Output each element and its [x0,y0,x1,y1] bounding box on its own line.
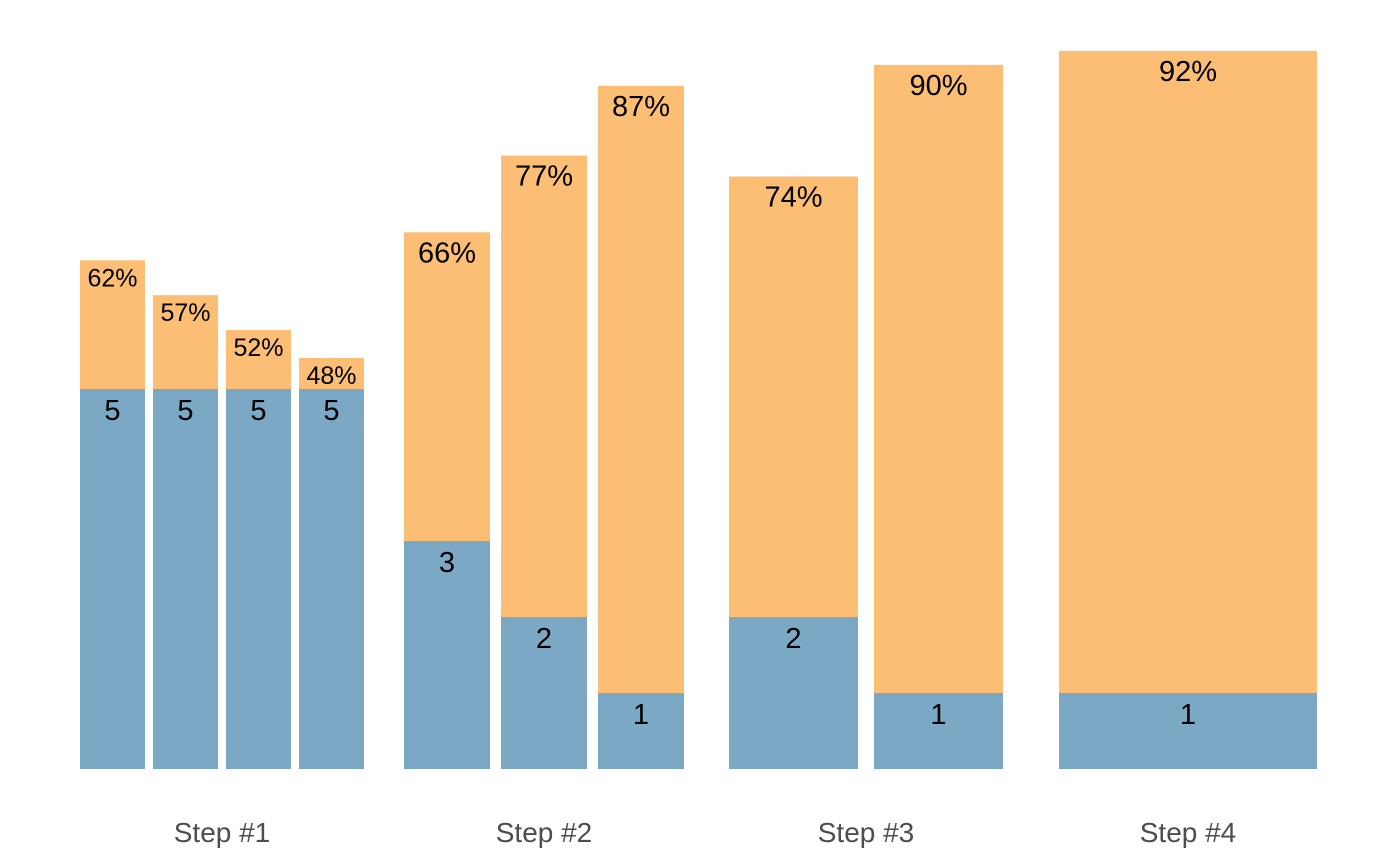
bar-group: 66% 3 77% 2 87% 1 Step #2 [404,85,684,848]
step-axis-label: Step #2 [496,817,593,848]
bar-percent-label: 74% [764,182,822,214]
bar-group: 62% 5 57% 5 52% 5 48% 5 Step #1 [80,260,364,848]
bar-percent-label: 87% [612,91,670,123]
bar-count-segment [1059,693,1317,769]
bar-count-segment [874,693,1003,769]
bar-percent-segment [80,260,145,389]
bar-count-segment [598,693,684,769]
bar-count-label: 2 [536,623,552,655]
step-axis-label: Step #4 [1140,817,1237,848]
bar-percent-label: 48% [306,362,356,390]
bar-percent-segment [226,330,291,389]
bar-count-label: 5 [323,395,339,427]
bar-count-segment [501,617,587,769]
bar-percent-segment [299,358,364,389]
bar-percent-label: 62% [87,264,137,292]
bar-count-segment [404,541,490,769]
step-axis-label: Step #1 [174,817,271,848]
bar-count-label: 1 [1180,699,1196,731]
bar-percent-segment [153,295,218,389]
bar-percent-segment [598,85,684,693]
bar-count-label: 5 [250,395,266,427]
bar-count-segment [299,389,364,769]
bar-count-label: 1 [633,699,649,731]
bar-count-label: 3 [439,547,455,579]
bar-group: 92% 1 Step #4 [1059,50,1317,848]
bar-percent-segment [1059,50,1317,693]
bar-percent-label: 57% [160,299,210,327]
bar-count-label: 5 [177,395,193,427]
bar-percent-label: 90% [909,70,967,102]
bar-percent-segment [729,176,858,617]
bar-percent-label: 77% [515,161,573,193]
bar-count-segment [153,389,218,769]
bar-count-segment [226,389,291,769]
bar-percent-segment [404,232,490,542]
bar-count-segment [80,389,145,769]
bar-percent-label: 52% [233,334,283,362]
bar-group: 74% 2 90% 1 Step #3 [729,64,1003,848]
bar-count-segment [729,617,858,769]
bar-percent-label: 92% [1159,56,1217,88]
step-axis-label: Step #3 [818,817,915,848]
bar-count-label: 2 [785,623,801,655]
bar-percent-segment [874,64,1003,694]
bar-percent-label: 66% [418,237,476,269]
bar-count-label: 1 [930,699,946,731]
bar-count-label: 5 [104,395,120,427]
bar-percent-segment [501,155,587,617]
